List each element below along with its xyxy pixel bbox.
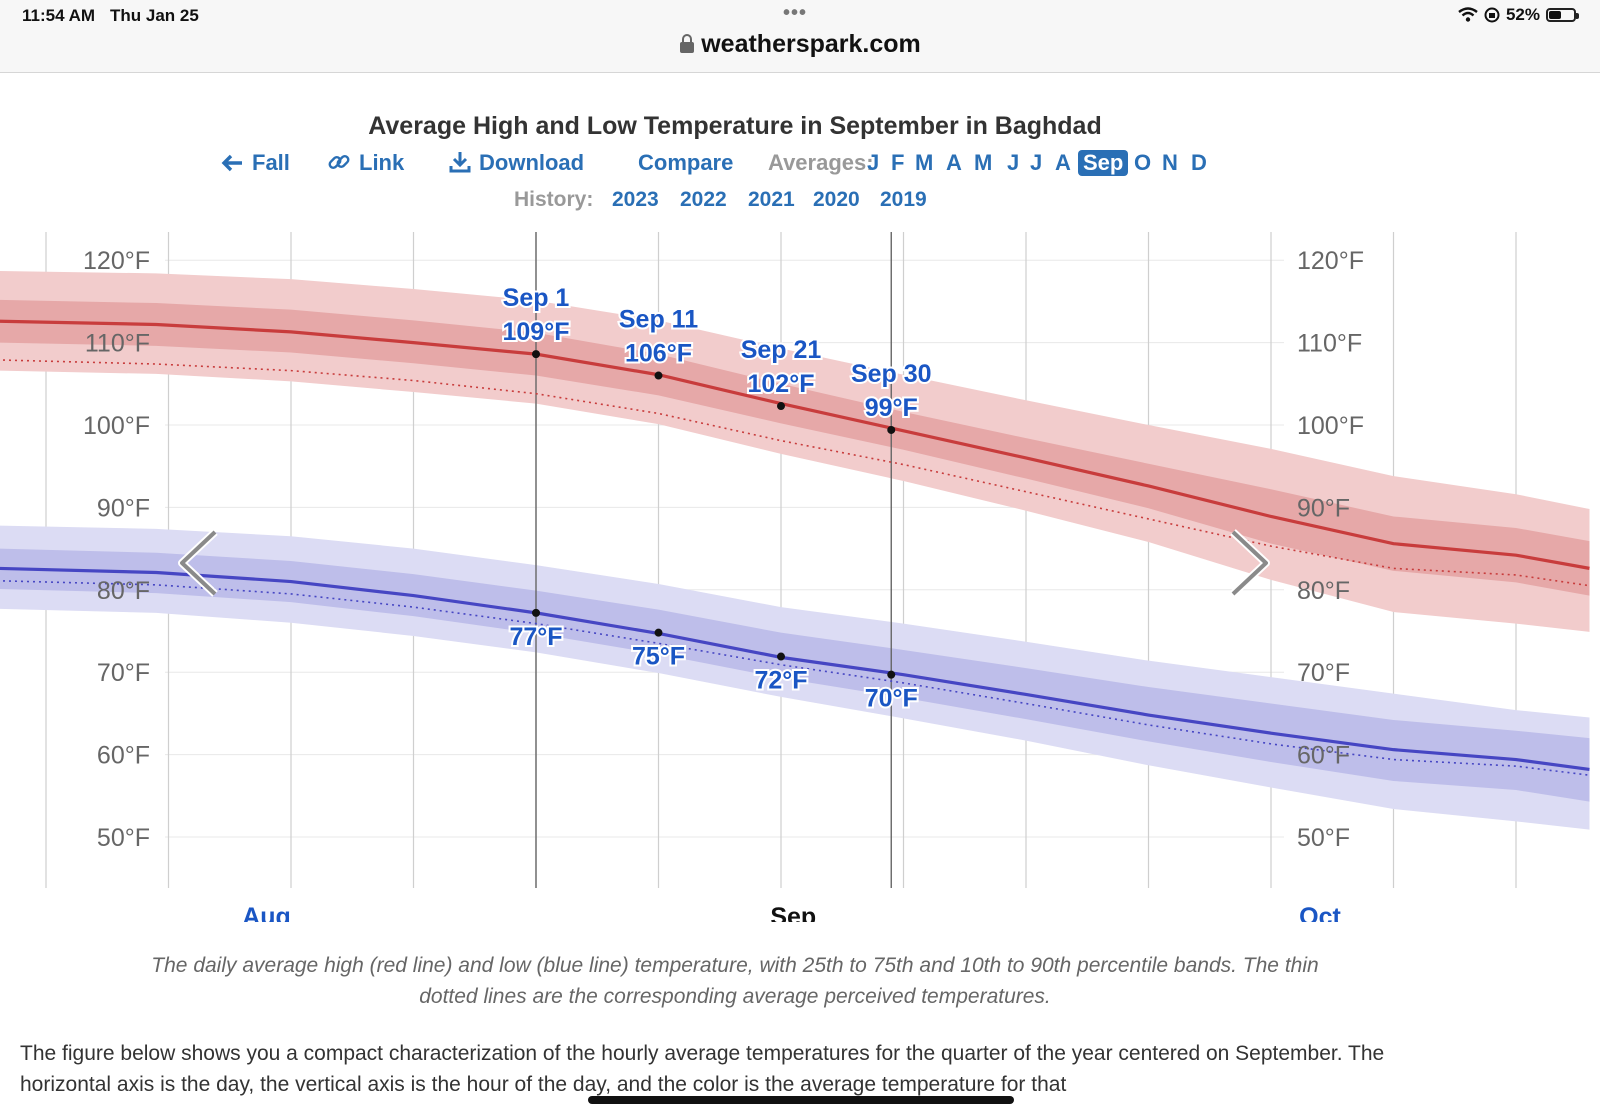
battery-icon	[1546, 8, 1579, 22]
wifi-icon	[1458, 7, 1478, 22]
history-year-2023[interactable]: 2023	[612, 188, 659, 211]
y-tick-label-left: 100°F	[83, 412, 150, 440]
average-low-line	[0, 566, 1590, 772]
averages-label: Averages:	[768, 150, 874, 175]
month-label: Aug	[242, 903, 291, 922]
month-link-jun[interactable]: J	[1007, 150, 1020, 175]
month-link-mar[interactable]: M	[915, 150, 934, 175]
y-tick-label-right: 60°F	[1297, 742, 1350, 770]
month-link-feb[interactable]: F	[891, 150, 905, 175]
fall-link[interactable]: Fall	[220, 150, 290, 176]
y-tick-label-left: 80°F	[97, 577, 150, 605]
link-link[interactable]: Link	[327, 150, 404, 176]
status-date: Thu Jan 25	[110, 6, 199, 25]
month-link-jul[interactable]: J	[1030, 150, 1043, 175]
status-bar: 11:54 AM Thu Jan 25 ••• weatherspark.com…	[0, 0, 1600, 73]
history-year-2021[interactable]: 2021	[748, 188, 795, 211]
annotation-low-label: 77°F	[509, 623, 562, 651]
annotation-low-label: 70°F	[865, 685, 918, 713]
annotation-date-label: Sep 30	[851, 360, 932, 388]
low-25-75-band	[0, 548, 1590, 802]
month-link-dec[interactable]: D	[1191, 150, 1207, 175]
tab-overview-dots-icon[interactable]: •••	[783, 2, 808, 24]
annotation-low-label: 75°F	[632, 643, 685, 671]
annotation-high-label: 102°F	[748, 370, 815, 398]
annotation-date-label: Sep 11	[619, 306, 698, 334]
y-tick-label-right: 50°F	[1297, 824, 1350, 852]
high-25-75-band	[0, 299, 1590, 596]
arrow-left-icon	[221, 154, 242, 172]
month-link-may[interactable]: M	[974, 150, 993, 175]
high-annotation-point	[887, 425, 896, 434]
history-year-2020[interactable]: 2020	[813, 188, 860, 211]
annotation-date-label: Sep 1	[503, 284, 570, 312]
download-link[interactable]: Download	[449, 150, 584, 176]
month-link-oct[interactable]: O	[1134, 150, 1152, 175]
y-tick-label-left: 70°F	[97, 659, 150, 687]
chevron-left-icon[interactable]	[178, 529, 218, 597]
y-tick-label-right: 110°F	[1297, 330, 1362, 358]
url-text: weatherspark.com	[701, 30, 921, 58]
history-label: History:	[514, 188, 594, 211]
high-annotation-point	[532, 350, 540, 359]
chevron-right-icon[interactable]	[1230, 529, 1270, 597]
y-tick-label-left: 110°F	[85, 330, 150, 358]
history-year-2022[interactable]: 2022	[680, 188, 727, 211]
high-perceived-line	[0, 359, 1590, 587]
month-label: Oct	[1299, 903, 1341, 922]
y-tick-label-right: 100°F	[1297, 412, 1364, 440]
y-tick-label-left: 90°F	[97, 494, 150, 522]
high-annotation-point	[654, 371, 663, 380]
home-indicator[interactable]	[588, 1096, 1014, 1104]
y-tick-label-left: 50°F	[97, 824, 150, 852]
month-label: Sep	[770, 903, 816, 922]
lock-icon	[680, 34, 695, 53]
status-time: 11:54 AM	[22, 6, 96, 25]
body-paragraph: The figure below shows you a compact cha…	[20, 1042, 1385, 1096]
annotation-high-label: 106°F	[625, 340, 692, 368]
y-tick-label-right: 70°F	[1297, 659, 1350, 687]
annotation-high-label: 109°F	[503, 318, 570, 346]
annotation-low-label: 72°F	[754, 667, 807, 695]
download-icon	[449, 152, 471, 173]
status-indicators: 52%	[1458, 5, 1579, 25]
y-tick-label-right: 90°F	[1297, 494, 1350, 522]
chart-title: Average High and Low Temperature in Sept…	[368, 112, 1102, 140]
address-bar[interactable]: weatherspark.com	[0, 30, 1600, 59]
low-annotation-point	[532, 608, 540, 617]
average-high-line	[0, 319, 1590, 570]
low-annotation-point	[887, 670, 896, 679]
link-icon	[328, 155, 350, 169]
month-link-jan[interactable]: J	[867, 150, 880, 175]
low-annotation-point	[777, 652, 785, 661]
month-link-aug[interactable]: A	[1055, 150, 1071, 175]
compare-link[interactable]: Compare	[638, 150, 734, 175]
history-year-2019[interactable]: 2019	[880, 188, 927, 211]
temperature-chart: 120°F 120°F 110°F 110°F 100°F 100°F 90°F 90°F 80…	[0, 232, 1590, 922]
low-annotation-point	[654, 628, 663, 637]
annotation-high-label: 99°F	[865, 394, 918, 422]
chart-caption: The daily average high (red line) and lo…	[151, 954, 1319, 1008]
month-link-apr[interactable]: A	[946, 150, 962, 175]
y-tick-label-right: 80°F	[1297, 577, 1350, 605]
battery-percent: 52%	[1505, 5, 1540, 24]
high-annotation-point	[777, 402, 785, 411]
y-tick-label-left: 120°F	[83, 247, 150, 275]
y-tick-label-left: 60°F	[97, 742, 150, 770]
month-link-sep-active[interactable]: Sep	[1078, 150, 1129, 176]
orientation-lock-icon	[1484, 7, 1500, 23]
annotation-date-label: Sep 21	[741, 336, 822, 364]
y-tick-label-right: 120°F	[1297, 247, 1364, 275]
month-link-nov[interactable]: N	[1162, 150, 1178, 175]
